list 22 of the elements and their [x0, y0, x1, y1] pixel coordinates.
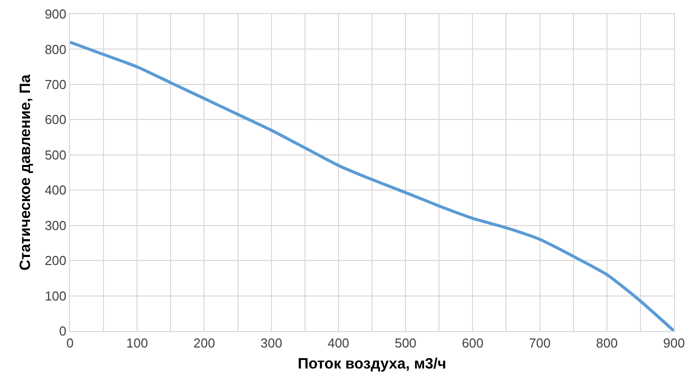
x-tick-label: 400 — [328, 336, 350, 351]
x-tick-label: 700 — [528, 336, 551, 351]
y-tick-label: 200 — [44, 253, 66, 268]
y-tick-label: 0 — [59, 324, 66, 339]
y-tick-label: 300 — [44, 218, 66, 233]
x-tick-label: 600 — [462, 336, 484, 351]
y-tick-label: 500 — [44, 147, 66, 162]
x-tick-label: 300 — [260, 336, 282, 351]
x-tick-label: 200 — [193, 336, 216, 351]
line-series — [70, 40, 674, 331]
y-tick-label: 700 — [44, 76, 66, 92]
y-tick-label: 400 — [44, 182, 66, 198]
x-tick-label: 500 — [394, 336, 416, 351]
x-axis-title: Поток воздуха, м3/ч — [298, 356, 446, 373]
x-tick-label: 100 — [126, 336, 148, 351]
y-tick-label: 600 — [44, 112, 66, 128]
y-tick-label: 900 — [44, 6, 66, 22]
x-tick-label: 900 — [663, 336, 685, 351]
y-tick-label: 800 — [44, 42, 66, 57]
y-tick-label: 100 — [44, 288, 66, 304]
x-tick-label: 800 — [596, 336, 618, 351]
y-axis-title: Статическое давление, Па — [16, 74, 34, 270]
